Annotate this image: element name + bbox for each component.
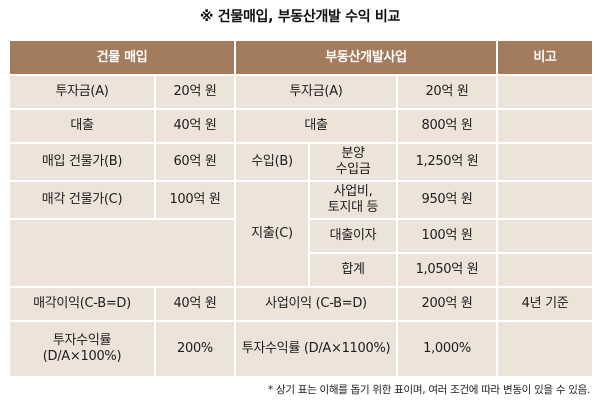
purchase-buy-price-value: 60억 원 — [154, 142, 236, 182]
dev-project-cost-value: 950억 원 — [395, 180, 499, 220]
footnote: * 상기 표는 이해를 돕기 위한 표이며, 여러 조건에 따라 변동이 있을 … — [268, 384, 590, 396]
dev-investment-value: 20억 원 — [395, 74, 499, 110]
dev-project-cost-line2: 토지대 등 — [327, 200, 379, 215]
dev-profit-value: 200억 원 — [395, 286, 499, 322]
purchase-sell-price-value: 100억 원 — [154, 180, 236, 220]
dev-roi-value: 1,000% — [395, 320, 499, 378]
dev-project-cost-label: 사업비, 토지대 등 — [308, 180, 398, 220]
dev-loan-label: 대출 — [234, 108, 398, 144]
dev-total-label: 합계 — [308, 252, 398, 288]
dev-sales-label-line2: 수입금 — [335, 162, 371, 177]
remarks-cell — [496, 108, 595, 144]
dev-interest-label: 대출이자 — [308, 218, 398, 254]
dev-total-value: 1,050억 원 — [395, 252, 499, 288]
dev-profit-label: 사업이익 (C-B=D) — [234, 286, 398, 322]
dev-sales-value: 1,250억 원 — [395, 142, 499, 182]
dev-expense-label: 지출(C) — [234, 180, 310, 288]
purchase-roi-label: 투자수익률 (D/A×100%) — [8, 320, 156, 378]
purchase-sell-price-label: 매각 건물가(C) — [8, 180, 156, 220]
remarks-cell — [496, 218, 595, 254]
purchase-loan-value: 40억 원 — [154, 108, 236, 144]
purchase-buy-price-label: 매입 건물가(B) — [8, 142, 156, 182]
purchase-profit-label: 매각이익(C-B=D) — [8, 286, 156, 322]
comparison-table: 건물 매입 부동산개발사업 비고 투자금(A) 20억 원 투자금(A) 20억… — [8, 39, 595, 378]
remarks-cell — [496, 74, 595, 110]
purchase-profit-value: 40억 원 — [154, 286, 236, 322]
page-title: ※ 건물매입, 부동산개발 수익 비교 — [199, 9, 401, 25]
dev-project-cost-line1: 사업비, — [333, 184, 373, 199]
remarks-cell — [496, 252, 595, 288]
remarks-cell — [496, 180, 595, 220]
dev-roi-label: 투자수익률 (D/A×1100%) — [234, 320, 398, 378]
dev-loan-value: 800억 원 — [395, 108, 499, 144]
dev-income-label: 수입(B) — [234, 142, 310, 182]
dev-sales-label-line1: 분양 — [341, 146, 365, 161]
header-real-estate-development: 부동산개발사업 — [233, 39, 499, 76]
dev-sales-label: 분양 수입금 — [308, 142, 398, 182]
dev-investment-label: 투자금(A) — [234, 74, 398, 110]
remarks-cell — [496, 320, 595, 378]
purchase-investment-value: 20억 원 — [154, 74, 236, 110]
remarks-profit-note: 4년 기준 — [496, 286, 595, 322]
purchase-empty-cell — [8, 218, 236, 288]
purchase-roi-label-line2: (D/A×100%) — [42, 349, 122, 364]
remarks-cell — [496, 142, 595, 182]
table-row: 합계 1,050억 원 — [9, 252, 595, 288]
table-row: 매각 건물가(C) 100억 원 지출(C) 사업비, 토지대 등 950억 원 — [8, 180, 595, 288]
table-row: 매각이익(C-B=D) 40억 원 사업이익 (C-B=D) 200억 원 4년… — [8, 286, 595, 322]
table-row: 투자금(A) 20억 원 투자금(A) 20억 원 — [8, 74, 595, 110]
header-building-purchase: 건물 매입 — [8, 39, 236, 76]
purchase-loan-label: 대출 — [8, 108, 156, 144]
purchase-roi-value: 200% — [154, 320, 236, 378]
header-remarks: 비고 — [496, 39, 595, 76]
purchase-investment-label: 투자금(A) — [8, 74, 156, 110]
purchase-roi-label-line1: 투자수익률 — [52, 333, 112, 348]
table-row: 매입 건물가(B) 60억 원 수입(B) 분양 수입금 1,250억 원 — [8, 142, 595, 182]
header-row: 건물 매입 부동산개발사업 비고 — [8, 39, 595, 76]
dev-interest-value: 100억 원 — [395, 218, 499, 254]
table-row: 투자수익률 (D/A×100%) 200% 투자수익률 (D/A×1100%) 1… — [8, 320, 595, 378]
table-row: 대출 40억 원 대출 800억 원 — [8, 108, 595, 144]
table-row: 대출이자 100억 원 — [8, 218, 595, 288]
